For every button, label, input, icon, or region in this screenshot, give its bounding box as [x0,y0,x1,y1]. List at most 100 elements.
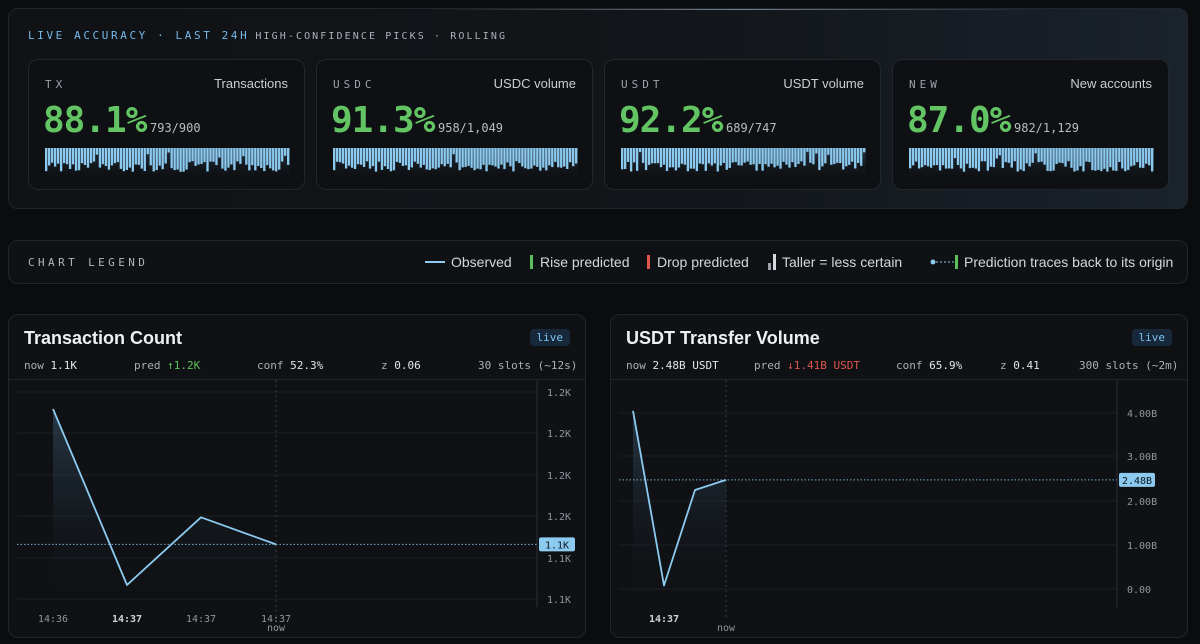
sparkline-bar [452,148,455,155]
x-tick-label: 14:37 [261,614,291,625]
accuracy-card-new[interactable]: NEW New accounts 87.0% 982/1,129 [892,59,1169,190]
sparkline-bar [749,148,752,165]
sparkline-bar [173,148,176,171]
accuracy-sparkline [333,148,578,182]
legend-item-drop: Drop predicted [647,254,749,270]
stat-z: z 0.41 [1000,359,1040,372]
sparkline-bar [1055,148,1058,164]
accuracy-panel: LIVE ACCURACY · LAST 24H HIGH-CONFIDENCE … [8,8,1188,209]
sparkline-bar [218,148,221,158]
sparkline-bar [95,148,99,155]
sparkline-bar [269,148,272,169]
accuracy-subtitle: HIGH-CONFIDENCE PICKS · ROLLING [255,31,508,42]
current-value-badge [1119,472,1155,487]
sparkline-bar [221,148,224,169]
accuracy-card-usdc[interactable]: USDC USDC volume 91.3% 958/1,049 [316,59,593,190]
legend-label: Drop predicted [657,254,749,270]
sparkline-bar [1040,148,1043,162]
sparkline-bar [380,148,384,170]
sparkline-bar [401,148,405,166]
sparkline-bar [1019,148,1022,170]
sparkline-bar [161,148,164,170]
sparkline-bar [362,148,366,167]
sparkline-bar [569,148,572,163]
sparkline-bar [1109,148,1112,168]
sparkline-bar [1133,148,1136,166]
sparkline-bar [1145,148,1148,164]
sparkline-bar [533,148,536,166]
sparkline-bar [215,148,218,166]
sparkline-bar [938,148,942,171]
sparkline-bar [518,148,521,163]
legend-title: CHART LEGEND [28,256,149,269]
y-tick-label: 1.1K [547,554,571,565]
sparkline-bar [980,148,984,162]
sparkline-bar [839,148,842,164]
sparkline-bar [500,148,503,165]
sparkline-bar [680,148,684,164]
card-code: USDC [333,78,376,91]
sparkline-bar [764,148,767,165]
sparkline-bar [86,148,90,168]
sparkline-bar [1034,148,1037,154]
sparkline-bar [77,148,81,171]
sparkline-bar [776,148,779,166]
sparkline-bar [272,148,275,171]
card-ratio: 689/747 [726,121,777,135]
accuracy-card-tx[interactable]: TX Transactions 88.1% 793/900 [28,59,305,190]
sparkline-bar [494,148,497,167]
sparkline-bar [992,148,995,168]
sparkline-bar [260,148,263,168]
sparkline-bar [761,148,764,171]
sparkline-bar [1115,148,1118,171]
sparkline-bar [677,148,681,168]
transaction-count-chart[interactable]: 1.2K 1.2K 1.2K 1.2K 1.1K 1.1K now 14:36 14:37 14:… [9,315,586,638]
sparkline-bar [404,148,408,166]
sparkline-bar [545,148,548,171]
usdt-volume-chart[interactable]: 4.00B 3.00B 2.00B 1.00B 0.00 now 14:37 2.48B [611,315,1188,638]
y-tick-label: 3.00B [1127,452,1157,463]
stat-pred: pred ↓1.41B USDT [754,359,860,372]
sparkline-bar [953,148,957,159]
sparkline-bar [575,148,578,164]
sparkline-bar [791,148,794,163]
x-tick-label: 14:36 [38,614,68,625]
sparkline-bar [425,148,428,170]
stats-divider [9,379,585,380]
sparkline-bar [278,148,281,170]
sparkline-bar [152,148,155,172]
sparkline-bar [485,148,488,172]
sparkline-bar [983,148,987,162]
sparkline-bar [488,148,491,165]
sparkline-bar [935,148,939,166]
sparkline-bar [737,148,740,166]
sparkline-bar [689,148,693,169]
sparkline-bar [383,148,387,167]
sparkline-bar [1094,148,1097,171]
accuracy-card-usdt[interactable]: USDT USDT volume 92.2% 689/747 [604,59,881,190]
sparkline-bar [47,148,51,166]
stat-conf: conf 52.3% [257,359,324,372]
sparkline-bar [941,148,945,166]
sparkline-bar [227,148,230,168]
sparkline-bar [944,148,948,169]
accuracy-title-text: LIVE ACCURACY · LAST 24H [28,29,250,42]
sparkline-bar [1013,148,1016,162]
card-code: USDT [621,78,664,91]
sparkline-bar [338,148,342,163]
sparkline-bar [446,148,449,164]
sparkline-bar [440,148,443,165]
sparkline-bar [947,148,951,169]
sparkline-bar [788,148,791,168]
sparkline-bar [458,148,461,171]
legend-item-uncertainty: Taller = less certain [768,254,902,270]
sparkline-bar [158,148,161,166]
chart-legend: CHART LEGEND Observed Rise predicted Dro… [8,240,1188,284]
card-name: USDT volume [783,76,864,91]
sparkline-bar [701,148,704,165]
sparkline-bar [1043,148,1046,165]
sparkline-bar [1136,148,1139,163]
sparkline-bar [809,148,812,163]
sparkline-bar [911,148,915,166]
y-tick-label: 1.00B [1127,541,1157,552]
